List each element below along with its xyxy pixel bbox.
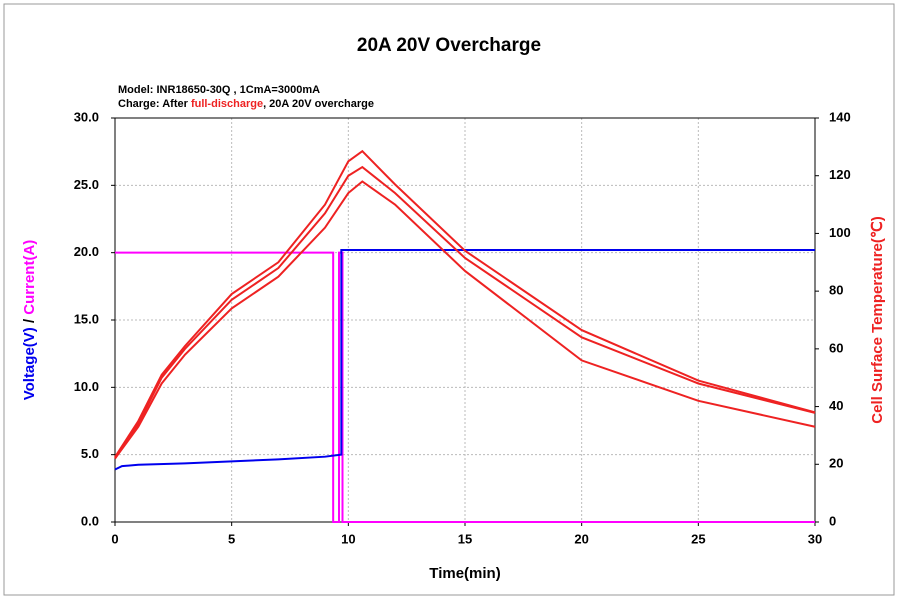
- series-line: [114, 149, 816, 458]
- y2-axis-label: Cell Surface Temperature(℃): [869, 216, 886, 423]
- x-tick-label: 30: [808, 531, 822, 546]
- y-tick-label: 0.0: [81, 513, 99, 528]
- series-line: [114, 180, 816, 460]
- chart-title: 20A 20V Overcharge: [357, 35, 541, 56]
- y-label-part: /: [21, 315, 38, 328]
- x-tick-label: 25: [691, 531, 705, 546]
- y-tick-label: 20.0: [74, 244, 99, 259]
- y2-tick-label: 140: [829, 109, 851, 124]
- subtitle: Model: INR18650-30Q , 1CmA=3000mA: [118, 84, 320, 96]
- series-line: [115, 251, 815, 523]
- y2-tick-label: 20: [829, 456, 843, 471]
- y2-tick-label: 120: [829, 167, 851, 182]
- y-label-part: Current(A): [21, 240, 38, 315]
- x-tick-label: 5: [228, 531, 235, 546]
- y-tick-label: 25.0: [74, 177, 99, 192]
- x-tick-label: 20: [574, 531, 588, 546]
- y2-tick-label: 0: [829, 513, 836, 528]
- x-axis-label: Time(min): [429, 565, 500, 582]
- subtitle: Charge: After full-discharge, 20A 20V ov…: [118, 98, 374, 110]
- y-label-part: Voltage(V): [21, 327, 38, 400]
- y-tick-label: 30.0: [74, 109, 99, 124]
- subtitle-part: , 20A 20V overcharge: [263, 98, 374, 110]
- y2-tick-label: 40: [829, 398, 843, 413]
- subtitle-part: full-discharge: [191, 98, 263, 110]
- y2-tick-label: 100: [829, 225, 851, 240]
- y-tick-label: 10.0: [74, 379, 99, 394]
- y2-tick-label: 80: [829, 283, 843, 298]
- series-line: [114, 165, 816, 460]
- y2-tick-label: 60: [829, 340, 843, 355]
- frame: [3, 3, 895, 596]
- x-tick-label: 0: [111, 531, 118, 546]
- x-tick-label: 10: [341, 531, 355, 546]
- y-tick-label: 15.0: [74, 311, 99, 326]
- y-tick-label: 5.0: [81, 446, 99, 461]
- subtitle-part: Charge: After: [118, 98, 191, 110]
- y-axis-label: Voltage(V) / Current(A): [21, 240, 38, 401]
- x-tick-label: 15: [458, 531, 472, 546]
- series-line: [114, 248, 815, 471]
